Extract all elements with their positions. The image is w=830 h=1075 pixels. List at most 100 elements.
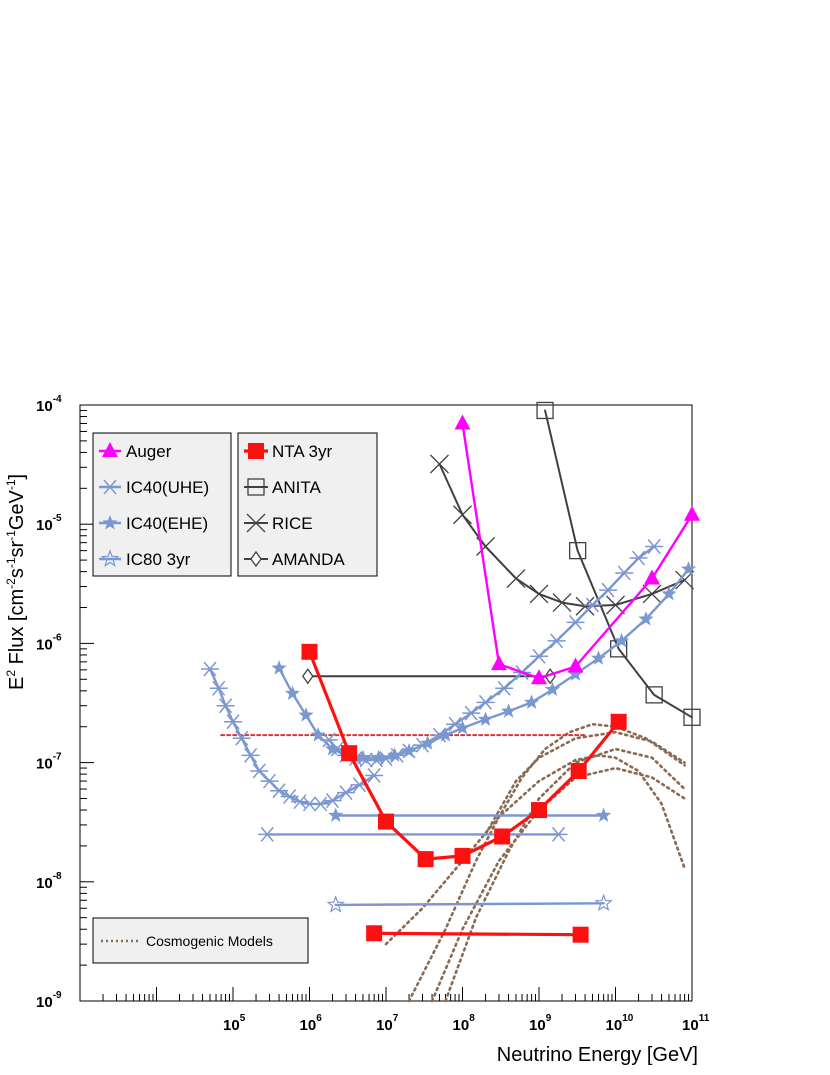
series-ic40-ehe- bbox=[271, 561, 697, 765]
marker-cross bbox=[453, 505, 472, 525]
marker-square bbox=[610, 713, 627, 730]
marker-asterisk bbox=[629, 550, 648, 566]
marker-square bbox=[341, 745, 358, 762]
marker-square bbox=[572, 926, 589, 943]
series-nta-bottom-horizontal- bbox=[366, 925, 589, 943]
marker-cross bbox=[529, 584, 549, 604]
marker-square bbox=[378, 813, 394, 830]
marker-cross bbox=[575, 596, 595, 616]
marker-square bbox=[417, 851, 434, 868]
marker-star bbox=[590, 650, 607, 665]
legend-rice: RICE bbox=[272, 514, 313, 533]
marker-star-open bbox=[326, 895, 345, 913]
marker-square bbox=[248, 443, 264, 459]
marker-asterisk bbox=[530, 648, 548, 664]
marker-asterisk bbox=[615, 565, 634, 581]
marker-triangle bbox=[643, 569, 660, 585]
series-line bbox=[384, 754, 686, 946]
legend-ic40ehe: IC40(EHE) bbox=[126, 514, 208, 533]
y-axis-title: E2 Flux [cm-2s-1sr-1GeV-1] bbox=[4, 474, 28, 690]
marker-triangle bbox=[454, 414, 471, 430]
marker-asterisk bbox=[101, 479, 119, 495]
marker-star bbox=[102, 515, 118, 530]
marker-asterisk bbox=[258, 826, 277, 842]
marker-cross bbox=[606, 595, 625, 615]
y-tick-label: 10-5 bbox=[36, 513, 62, 534]
marker-diamond-open bbox=[250, 550, 262, 568]
marker-cross bbox=[552, 593, 572, 613]
marker-asterisk bbox=[599, 582, 618, 598]
marker-square bbox=[366, 925, 383, 942]
marker-asterisk bbox=[224, 714, 242, 730]
marker-star bbox=[567, 666, 584, 681]
series-line bbox=[372, 931, 583, 937]
marker-asterisk bbox=[495, 680, 514, 696]
marker-cross bbox=[246, 513, 266, 533]
marker-asterisk bbox=[260, 773, 279, 789]
marker-square-open bbox=[683, 708, 701, 726]
series-ic80-3yr bbox=[326, 893, 613, 913]
y-tick-label: 10-9 bbox=[36, 990, 62, 1011]
legend-cosmogenic: Cosmogenic Models bbox=[146, 933, 273, 949]
legend-bottom: Cosmogenic Models bbox=[92, 917, 309, 964]
x-axis-title: Neutrino Energy [GeV] bbox=[497, 1044, 698, 1066]
legend-auger: Auger bbox=[126, 442, 172, 461]
marker-star bbox=[420, 735, 436, 750]
series-line bbox=[407, 722, 686, 1003]
marker-cross bbox=[642, 584, 662, 604]
series-line bbox=[544, 409, 693, 719]
marker-star bbox=[328, 807, 344, 822]
series-cosmogenic-5 bbox=[484, 730, 686, 836]
marker-cross bbox=[675, 570, 695, 590]
marker-asterisk bbox=[209, 680, 228, 696]
legend-nta: NTA 3yr bbox=[272, 442, 332, 461]
marker-star bbox=[371, 749, 387, 765]
marker-square bbox=[531, 802, 547, 819]
marker-asterisk bbox=[549, 826, 568, 842]
marker-square bbox=[301, 643, 318, 660]
marker-asterisk bbox=[365, 767, 384, 783]
x-tick-label: 108 bbox=[453, 1013, 476, 1034]
marker-star bbox=[284, 685, 301, 700]
series-cosmogenic-2 bbox=[407, 722, 686, 1003]
marker-square bbox=[570, 763, 587, 780]
marker-asterisk bbox=[250, 763, 269, 779]
marker-asterisk bbox=[645, 539, 664, 554]
series-line bbox=[334, 902, 605, 907]
legend-anita: ANITA bbox=[272, 478, 321, 497]
marker-star-open bbox=[594, 893, 613, 912]
series-line bbox=[430, 766, 686, 1003]
marker-asterisk bbox=[476, 694, 495, 710]
marker-star bbox=[401, 743, 417, 758]
series-auger bbox=[454, 414, 700, 685]
marker-cross bbox=[430, 454, 449, 474]
marker-triangle bbox=[102, 442, 118, 457]
x-tick-label: 1010 bbox=[606, 1013, 634, 1034]
marker-diamond-open bbox=[301, 668, 314, 685]
x-tick-label: 1011 bbox=[682, 1013, 710, 1034]
y-tick-label: 10-4 bbox=[36, 394, 62, 415]
legend-right: NTA 3yr ANITA RICE AMANDA bbox=[237, 432, 378, 577]
marker-square-open bbox=[247, 478, 265, 496]
marker-triangle bbox=[531, 669, 547, 685]
marker-asterisk bbox=[241, 747, 260, 763]
legend-left: Auger IC40(UHE) IC40(EHE) IC80 3yr bbox=[92, 432, 232, 577]
marker-star bbox=[355, 749, 371, 765]
marker-asterisk bbox=[232, 730, 251, 746]
x-tick-label: 105 bbox=[223, 1013, 246, 1034]
marker-square-open bbox=[536, 401, 554, 420]
series-ic-low-energy-curve- bbox=[200, 661, 384, 812]
marker-asterisk bbox=[311, 796, 330, 812]
x-tick-label: 109 bbox=[529, 1013, 552, 1034]
series-line bbox=[444, 747, 686, 1003]
series-cosmogenic-1 bbox=[384, 754, 686, 946]
marker-star bbox=[310, 727, 326, 742]
marker-triangle bbox=[567, 657, 584, 673]
marker-star bbox=[524, 694, 540, 709]
legend-ic40uhe: IC40(UHE) bbox=[126, 478, 209, 497]
marker-square-open bbox=[568, 541, 587, 560]
marker-square bbox=[494, 828, 511, 845]
series-line bbox=[484, 730, 686, 836]
marker-asterisk bbox=[200, 661, 219, 677]
